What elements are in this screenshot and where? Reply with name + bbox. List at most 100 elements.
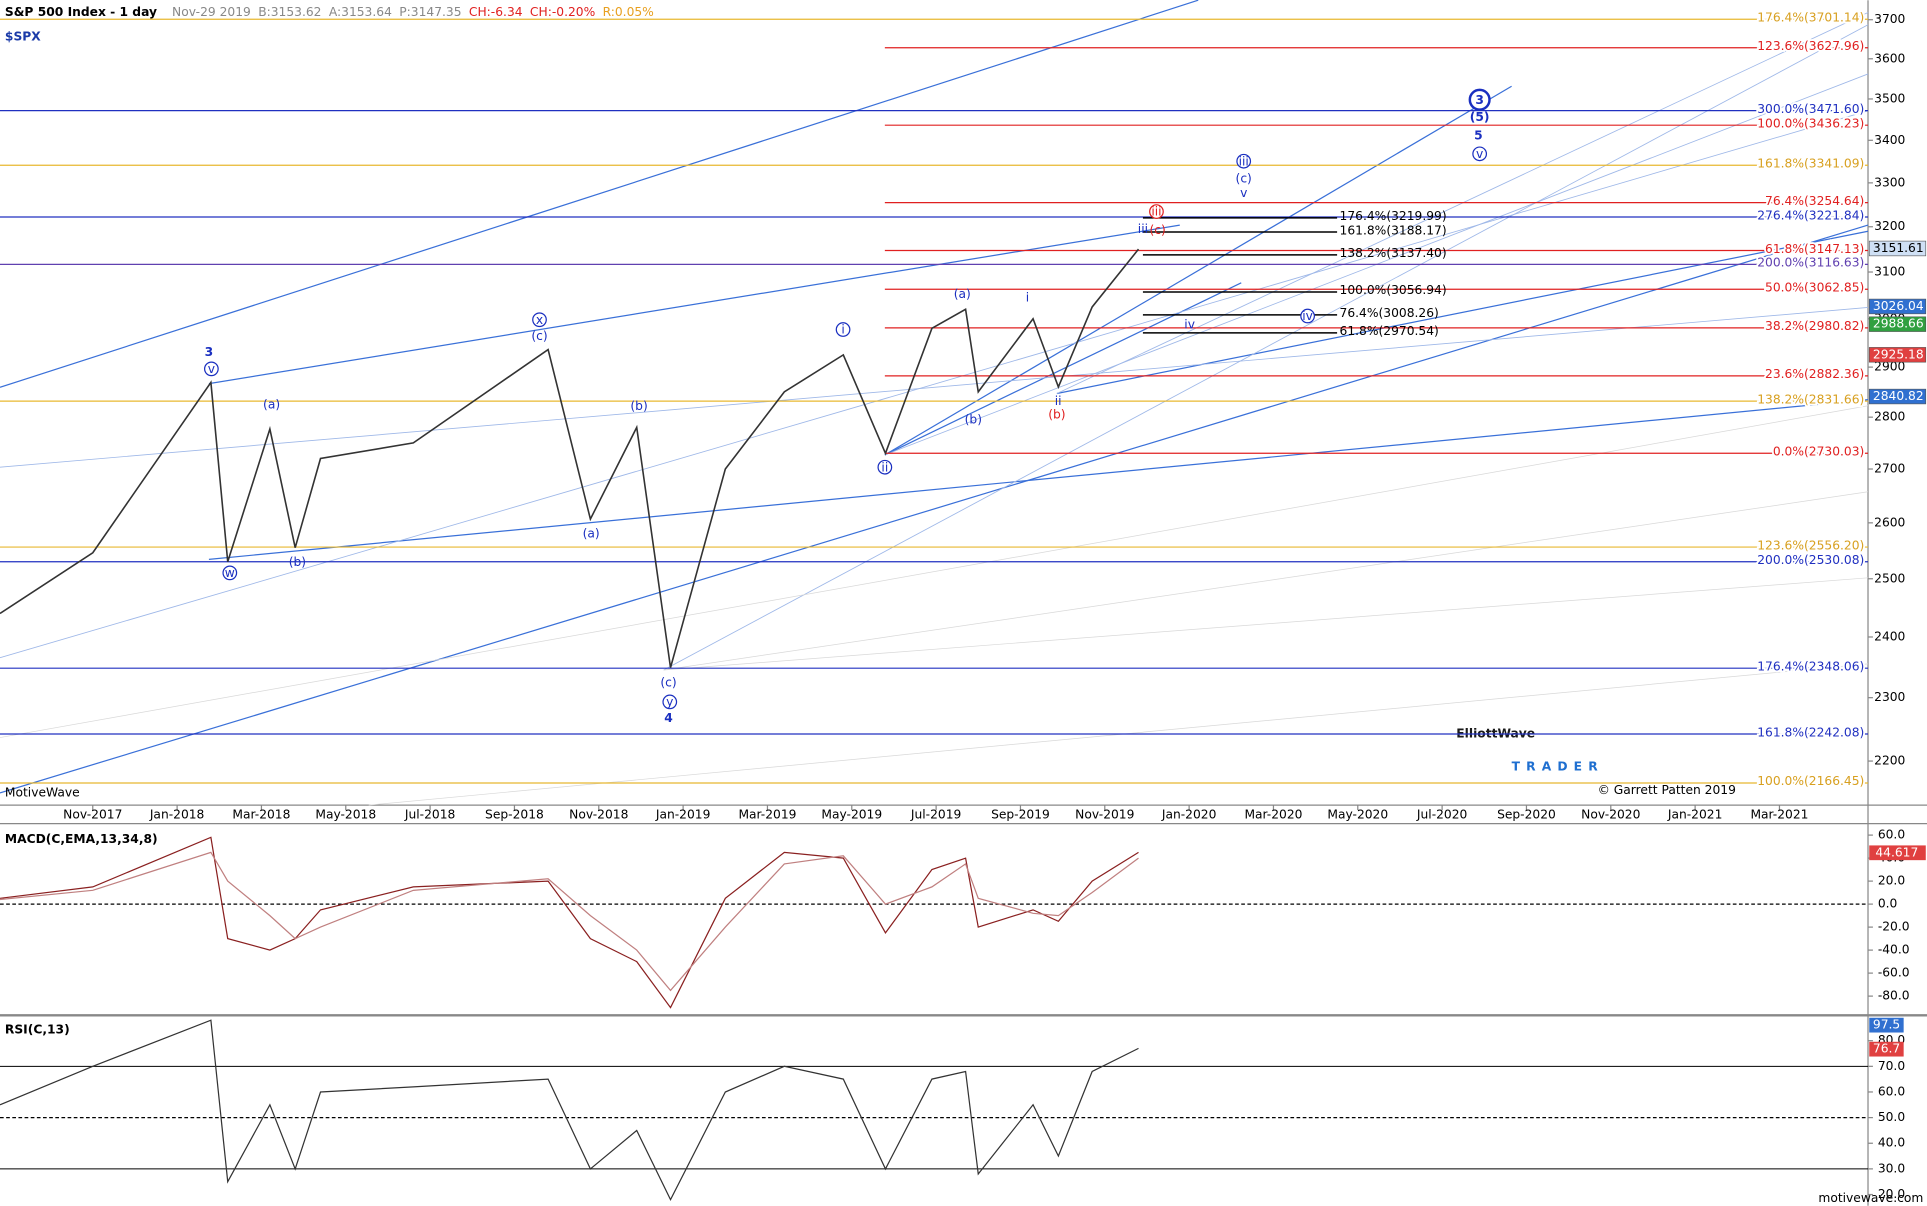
platform: MotiveWave xyxy=(5,785,80,799)
rsi-tick-label: 50.0 xyxy=(1878,1110,1905,1124)
x-tick-label: Mar-2020 xyxy=(1244,807,1302,821)
symbol: $SPX xyxy=(5,30,41,44)
fib-level-label: 100.0%(3056.94) xyxy=(1340,283,1447,297)
wave-label: (c) xyxy=(1236,172,1252,186)
x-tick-label: Nov-2017 xyxy=(63,807,122,821)
wave-label: ii xyxy=(1055,394,1062,408)
price-tag-label: 2840.82 xyxy=(1873,389,1924,403)
macd-title: MACD(C,EMA,13,34,8) xyxy=(5,832,158,846)
wave-circle xyxy=(1468,88,1491,111)
price-tag xyxy=(1868,316,1927,332)
y-tick-label: 3500 xyxy=(1874,91,1905,105)
wave-label: (b) xyxy=(965,412,982,426)
wave-circle xyxy=(204,361,219,377)
rsi-tag xyxy=(1869,1041,1904,1057)
wave-label: (b) xyxy=(1048,407,1065,421)
wave-label: x xyxy=(536,313,543,327)
fib-level-label: 76.4%(3254.64) xyxy=(1765,194,1864,208)
wave-circle xyxy=(1300,308,1315,324)
wave-label: 5 xyxy=(1474,128,1483,142)
fib-level-label: 200.0%(2530.08) xyxy=(1757,553,1864,567)
y-tick-label: 2500 xyxy=(1874,571,1905,585)
wave-label: (5) xyxy=(1470,110,1490,124)
price-tag-label: 3026.04 xyxy=(1873,299,1924,313)
fib-level-label: 0.0%(2730.03) xyxy=(1773,445,1864,459)
price-tag xyxy=(1868,298,1927,315)
x-tick-label: Jan-2019 xyxy=(655,807,711,821)
wave-label: v xyxy=(208,362,215,376)
fan-lines xyxy=(0,12,1869,671)
y-tick-label: 3400 xyxy=(1874,133,1905,147)
rsi-tag xyxy=(1869,1017,1904,1033)
x-tick-label: Jul-2018 xyxy=(404,807,455,821)
macd-tick-label: -80.0 xyxy=(1878,989,1910,1003)
fib-level-label: 123.6%(2556.20) xyxy=(1757,538,1864,552)
quote-item: R:0.05% xyxy=(603,5,654,19)
x-tick-label: Mar-2019 xyxy=(738,807,796,821)
wave-label: (b) xyxy=(630,399,647,413)
wave-label: v xyxy=(1476,147,1483,161)
macd-tick-label: -60.0 xyxy=(1878,966,1910,980)
watermark-brand: ElliottWave xyxy=(1456,726,1535,740)
wave-circle xyxy=(662,694,678,710)
fib-level-label: 23.6%(2882.36) xyxy=(1765,367,1864,381)
wave-label: (c) xyxy=(531,329,547,343)
wave-label: iv xyxy=(1184,318,1195,332)
rsi-tick-label: 20.0 xyxy=(1878,1187,1905,1201)
wave-label: (c) xyxy=(1150,223,1166,237)
wave-label: iii xyxy=(1138,222,1148,236)
wave-label: ii xyxy=(881,460,888,474)
macd-tick-label: 60.0 xyxy=(1878,828,1905,842)
y-tick-label: 2800 xyxy=(1874,410,1905,424)
x-tick-label: Jan-2018 xyxy=(149,807,205,821)
macd-line xyxy=(0,851,1139,992)
x-tick-label: Sep-2020 xyxy=(1497,807,1556,821)
wave-label: 4 xyxy=(664,711,673,725)
watermark-sub: TRADER xyxy=(1512,760,1604,774)
quote-item: CH:-0.20% xyxy=(530,5,595,19)
fib-level-label: 123.6%(3627.96) xyxy=(1757,39,1864,53)
rsi-tick-label: 30.0 xyxy=(1878,1161,1905,1175)
wave-label: w xyxy=(225,566,235,580)
trend-lines xyxy=(0,0,1869,794)
wave-label: (a) xyxy=(583,527,600,541)
y-tick-label: 3100 xyxy=(1874,265,1905,279)
wave-label: (b) xyxy=(289,555,306,569)
macd-tick-label: 0.0 xyxy=(1878,897,1898,911)
x-tick-label: Mar-2018 xyxy=(232,807,290,821)
wave-label: 3 xyxy=(1475,93,1484,107)
wave-circle xyxy=(532,312,547,328)
macd-tick-label: -20.0 xyxy=(1878,920,1910,934)
wave-label: i xyxy=(1026,291,1029,305)
rsi-tick-label: 70.0 xyxy=(1878,1059,1905,1073)
fib-level-label: 138.2%(3137.40) xyxy=(1340,246,1447,260)
wave-label: 3 xyxy=(205,345,214,359)
fib-level-label: 100.0%(2166.45) xyxy=(1757,774,1864,788)
wave-label: (a) xyxy=(954,287,971,301)
fib-level-label: 38.2%(2980.82) xyxy=(1765,319,1864,333)
x-tick-label: Nov-2019 xyxy=(1075,807,1134,821)
fib-level-label: 276.4%(3221.84) xyxy=(1757,208,1864,222)
rsi-title: RSI(C,13) xyxy=(5,1023,70,1037)
site: motivewave.com xyxy=(1818,1191,1923,1205)
y-tick-label: 3700 xyxy=(1874,12,1905,26)
macd-tick-label: 20.0 xyxy=(1878,874,1905,888)
wave-circle xyxy=(1236,153,1252,169)
fib-level-label: 100.0%(3436.23) xyxy=(1757,116,1864,130)
macd-tick-label: -40.0 xyxy=(1878,943,1910,957)
x-tick-label: May-2019 xyxy=(821,807,882,821)
wave-label: iv xyxy=(1302,309,1313,323)
y-tick-label: 2600 xyxy=(1874,515,1905,529)
fib-level-label: 61.8%(2970.54) xyxy=(1340,324,1439,338)
macd-line xyxy=(0,836,1139,1009)
y-tick-label: 2900 xyxy=(1874,360,1905,374)
fib-level-label: 161.8%(3188.17) xyxy=(1340,223,1447,237)
y-tick-label: 2200 xyxy=(1874,754,1905,768)
x-tick-label: Sep-2018 xyxy=(485,807,544,821)
price-tag xyxy=(1868,347,1927,363)
rsi-tag-label: 97.5 xyxy=(1873,1018,1900,1032)
quote-item: Nov-29 2019 xyxy=(172,5,251,19)
rsi-tick-label: 60.0 xyxy=(1878,1084,1905,1098)
wave-label: iii xyxy=(1151,205,1161,219)
